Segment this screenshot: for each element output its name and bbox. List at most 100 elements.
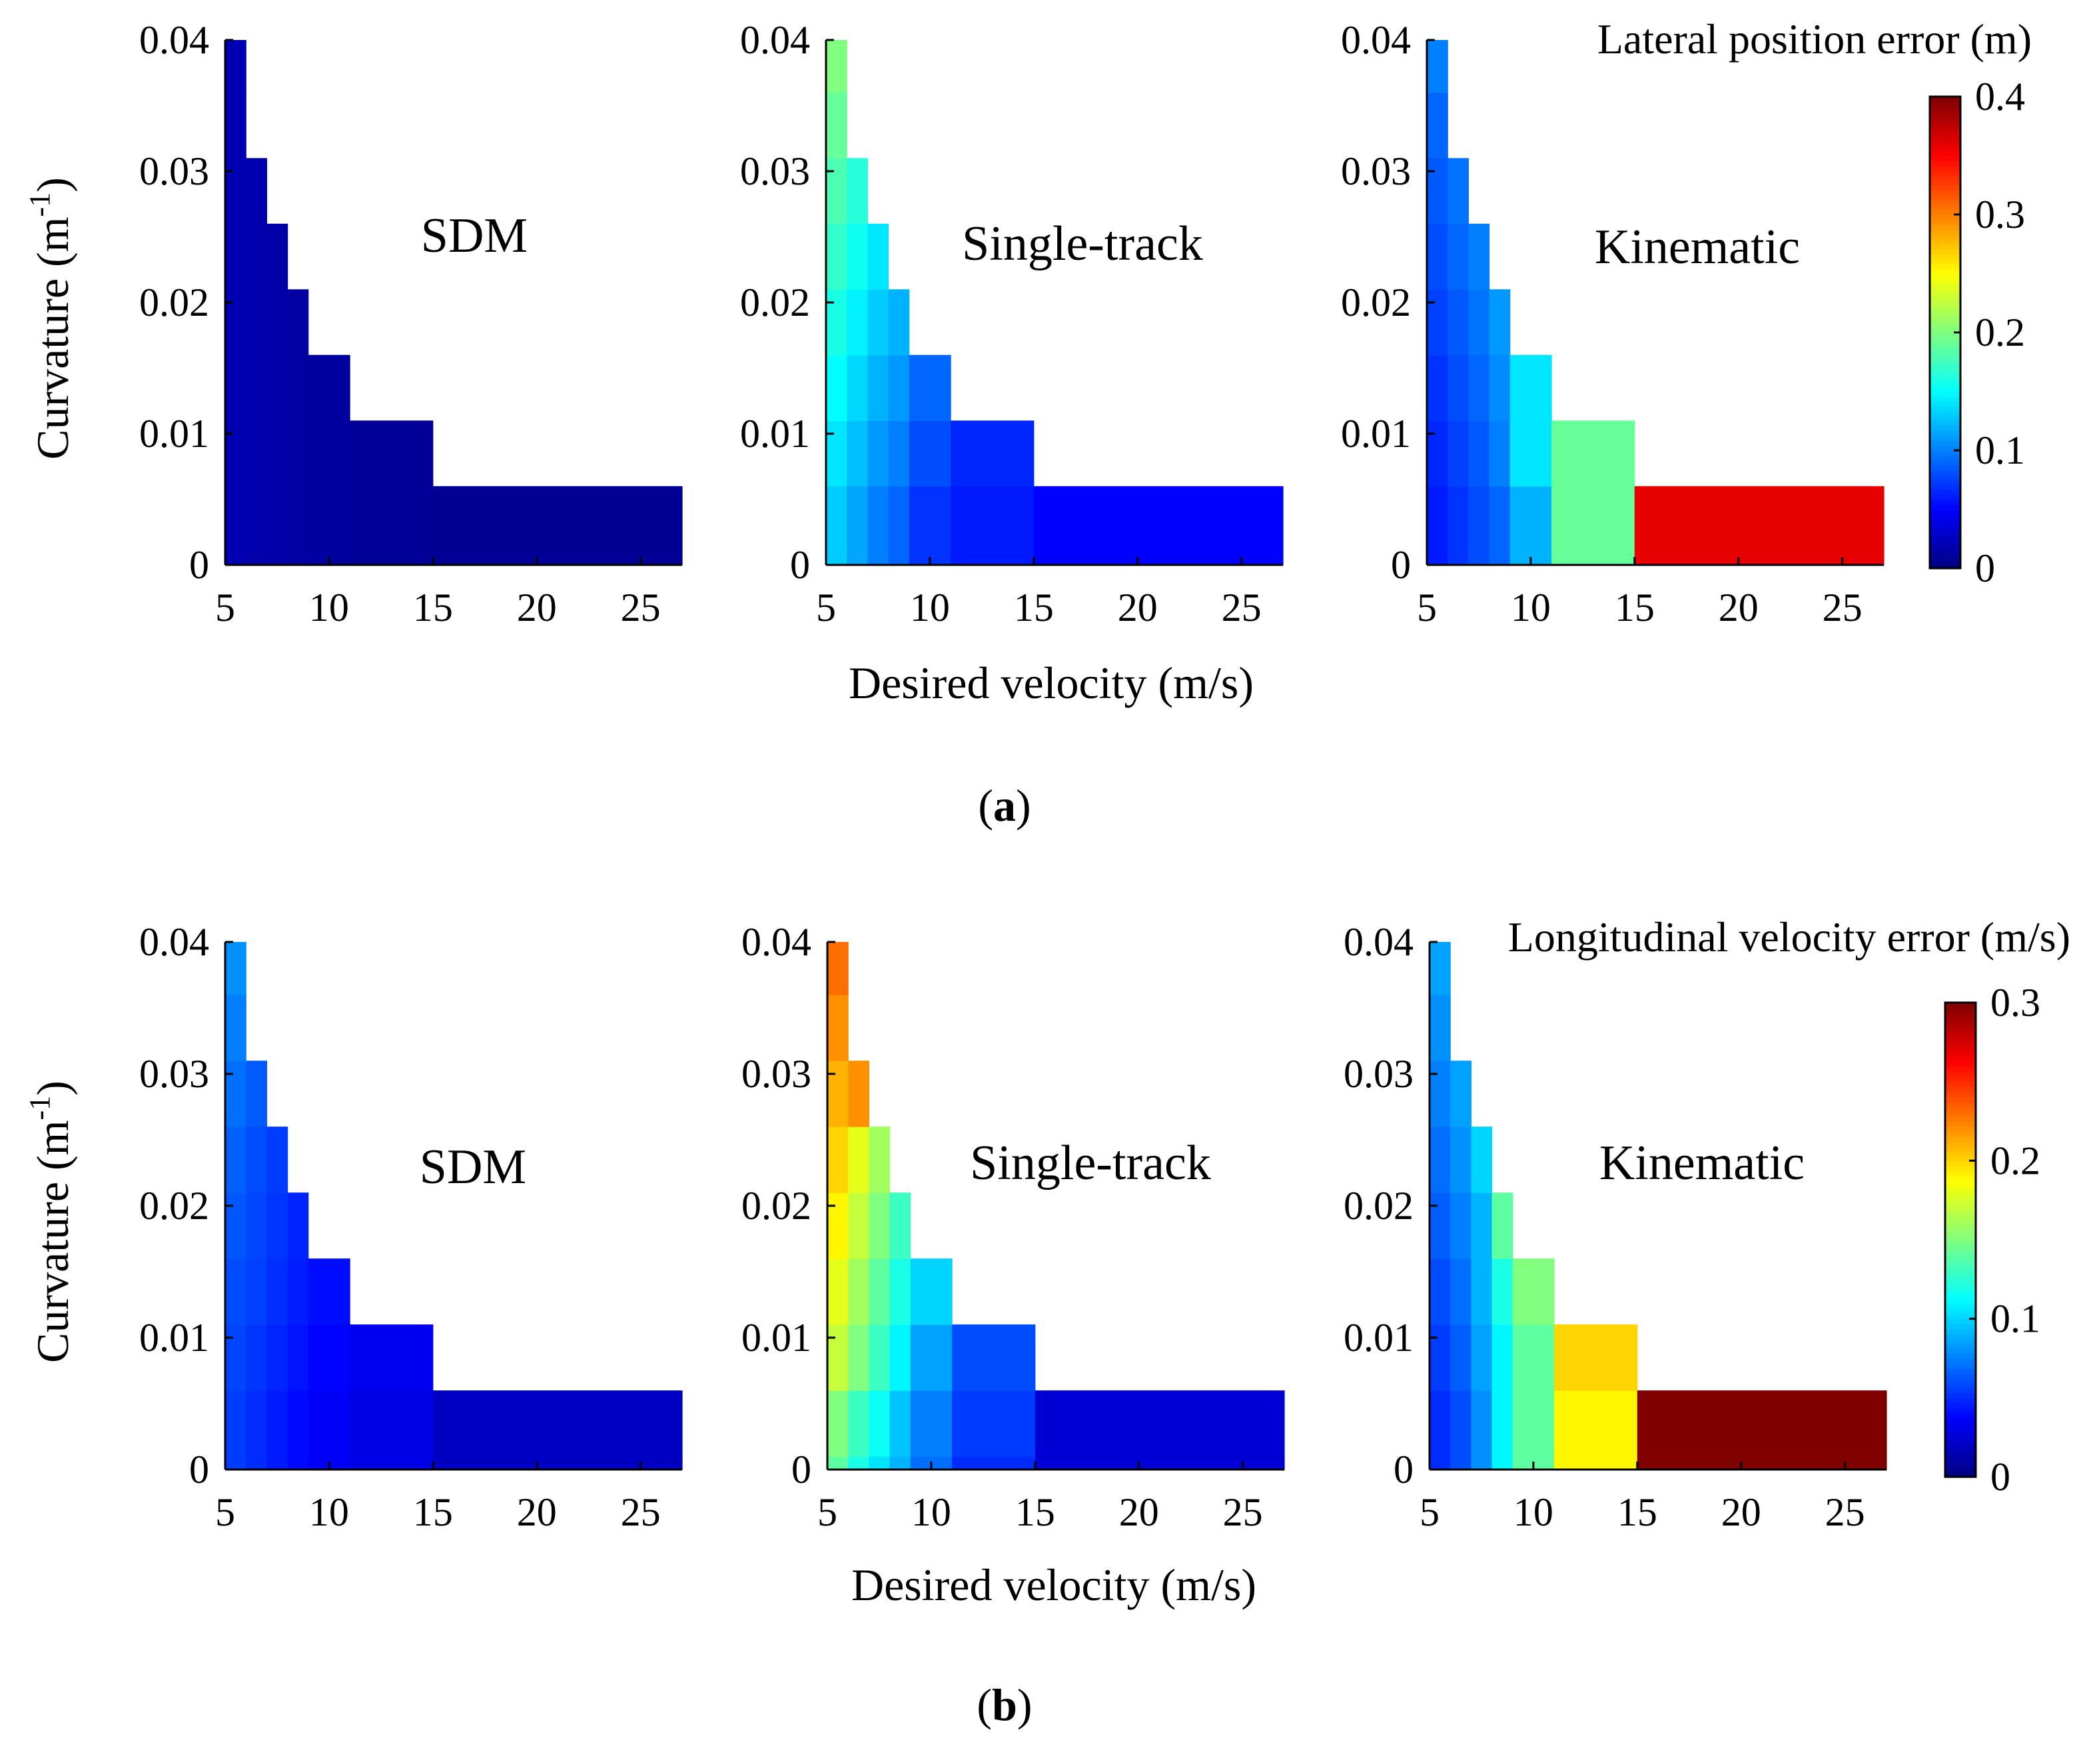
heatmap-cell	[308, 1258, 350, 1325]
colorbar-swatch	[1945, 1126, 1976, 1132]
colorbar-swatch	[1930, 199, 1960, 206]
heatmap-cell	[951, 420, 1035, 487]
heatmap-cell	[826, 40, 847, 93]
heatmap-cell	[1554, 1390, 1638, 1457]
heatmap-cell	[869, 1456, 891, 1470]
heatmap-cell	[1637, 1456, 1887, 1470]
heatmap-cell	[1448, 158, 1469, 224]
colorbar-swatch	[1945, 1224, 1976, 1230]
colorbar-swatch	[1930, 538, 1960, 544]
colorbar-swatch	[1945, 1214, 1976, 1221]
heatmap-cell	[1489, 354, 1511, 421]
colorbar-swatch	[1930, 273, 1960, 279]
heatmap-cell	[308, 1390, 350, 1457]
colorbar-swatch	[1930, 386, 1960, 392]
x-tick-label: 25	[1222, 586, 1262, 630]
heatmap-cell	[225, 1258, 246, 1325]
colorbar-swatch	[1945, 1269, 1976, 1275]
heatmap-cell	[1448, 420, 1469, 487]
heatmap-cell	[1634, 486, 1884, 552]
colorbar-swatch	[1930, 514, 1960, 520]
heatmap-cell	[287, 1258, 309, 1325]
heatmap-cell	[1448, 289, 1469, 356]
colorbar-swatch	[1945, 1230, 1976, 1236]
colorbar-swatch	[1930, 298, 1960, 304]
panel-b-single-track: 0 0.01 0.02 0.03 0.04 5 10 15 20 25 Single-track	[741, 920, 1285, 1534]
heatmap-cell	[1427, 223, 1448, 290]
heatmap-cell	[225, 1456, 246, 1470]
heatmap-cell	[827, 942, 849, 995]
colorbar-swatch	[1945, 1200, 1976, 1206]
colorbar-swatch	[1930, 372, 1960, 378]
colorbar-swatch	[1930, 499, 1960, 505]
colorbar-swatch	[1945, 1071, 1976, 1078]
colorbar-swatch	[1945, 1140, 1976, 1146]
heatmap-cell	[909, 486, 951, 552]
x-tick-label: 5	[1417, 586, 1437, 630]
heatmap-cell	[1471, 1192, 1493, 1259]
heatmap-cell	[266, 289, 288, 356]
heatmap-cell	[826, 223, 847, 290]
heatmap-cell	[1489, 486, 1511, 552]
heatmap-cell	[867, 354, 889, 421]
heatmap-cell	[1551, 552, 1635, 566]
heatmap-cell	[847, 289, 868, 356]
heatmap-cell	[1448, 552, 1469, 566]
colorbar-swatch	[1930, 185, 1960, 191]
y-tick-label: 0.02	[740, 280, 810, 324]
x-tick-label: 10	[911, 1490, 951, 1534]
heatmap-cell	[225, 223, 246, 290]
heatmap-cell	[225, 92, 246, 159]
heatmap-cell	[952, 1456, 1036, 1470]
colorbar-swatch	[1930, 455, 1960, 461]
heatmap-cell	[826, 486, 847, 552]
heatmap-cell	[827, 1061, 849, 1127]
colorbar-swatch	[1930, 97, 1960, 103]
colorbar-swatch	[1945, 1022, 1976, 1028]
colorbar-swatch	[1930, 322, 1960, 328]
heatmap-cell	[869, 1324, 891, 1391]
colorbar-swatch	[1945, 1328, 1976, 1334]
colorbar-swatch	[1930, 234, 1960, 240]
colorbar-swatch	[1930, 494, 1960, 500]
colorbar-swatch	[1945, 1195, 1976, 1201]
colorbar-swatch	[1945, 1348, 1976, 1354]
heatmap-cell	[1427, 486, 1448, 552]
heatmap-cell	[889, 1192, 911, 1259]
heatmap-cell	[1450, 1390, 1471, 1457]
colorbar-tick-label: 0.4	[1975, 75, 2025, 119]
heatmap-cell	[847, 552, 868, 566]
y-tick-label: 0.03	[741, 1052, 811, 1096]
colorbar-swatch	[1930, 465, 1960, 471]
colorbar-swatch	[1930, 155, 1960, 161]
heatmap-cell	[1035, 1456, 1285, 1470]
colorbar-swatch	[1930, 302, 1960, 308]
panel-b-sdm: 0 0.01 0.02 0.03 0.04 5 10 15 20 25 SDM	[139, 920, 683, 1534]
colorbar-swatch	[1945, 1234, 1976, 1240]
heatmap-cell	[1427, 92, 1448, 159]
colorbar-swatch	[1930, 136, 1960, 142]
heatmap-cell	[225, 420, 246, 487]
x-tick-label: 20	[1118, 586, 1158, 630]
heatmap-cell	[1427, 354, 1448, 421]
colorbar-swatch	[1945, 1012, 1976, 1019]
colorbar-swatch	[1945, 1363, 1976, 1369]
heatmap-cell	[867, 420, 889, 487]
colorbar-swatch	[1930, 268, 1960, 274]
heatmap-cell	[869, 1258, 891, 1325]
heatmap-cell	[1448, 223, 1469, 290]
colorbar-swatch	[1945, 1284, 1976, 1290]
heatmap-cell	[225, 1192, 246, 1259]
y-tick-label: 0.02	[741, 1184, 811, 1228]
x-axis-title-a: Desired velocity (m/s)	[849, 658, 1254, 708]
heatmap-cell	[432, 1390, 683, 1457]
colorbar-swatch	[1930, 548, 1960, 554]
heatmap-cell	[1471, 1258, 1493, 1325]
heatmap-cell	[1450, 1258, 1471, 1325]
heatmap-cell	[266, 1192, 288, 1259]
y-tick-label: 0.02	[1344, 1184, 1414, 1228]
colorbar-swatch	[1930, 362, 1960, 368]
heatmap-cell	[1430, 1126, 1451, 1193]
model-label: Single-track	[962, 217, 1203, 271]
